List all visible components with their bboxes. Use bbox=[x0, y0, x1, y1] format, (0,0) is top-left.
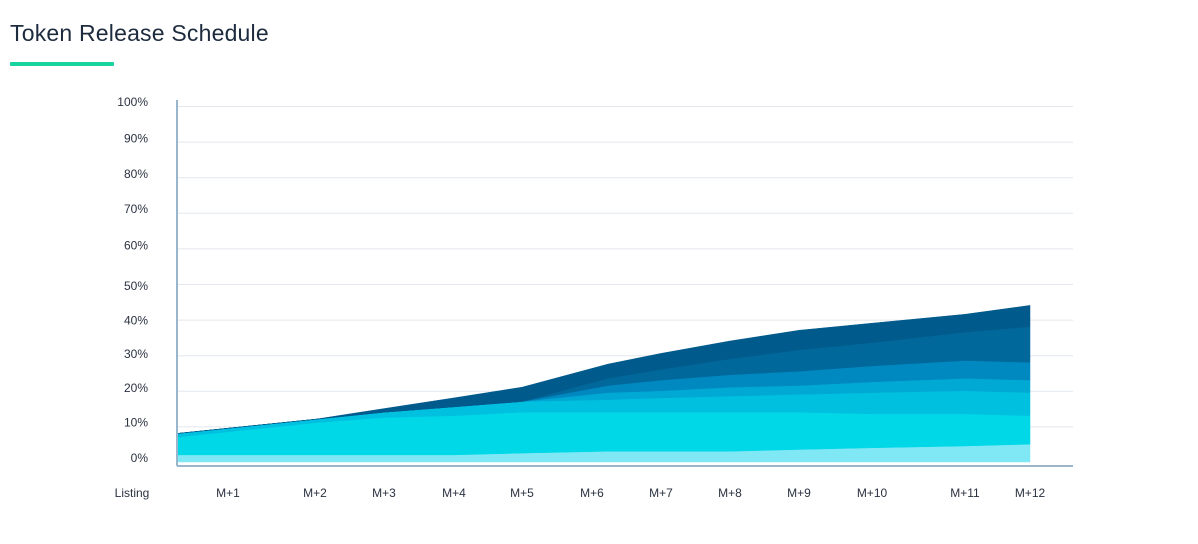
x-tick-label: M+3 bbox=[372, 486, 396, 500]
x-tick-label: M+1 bbox=[216, 486, 240, 500]
y-tick-label: 100% bbox=[117, 95, 148, 109]
area-layers bbox=[176, 305, 1031, 463]
chart-title: Token Release Schedule bbox=[10, 20, 269, 46]
y-tick-label: 70% bbox=[124, 202, 148, 216]
x-tick-label: M+7 bbox=[649, 486, 673, 500]
y-axis-labels: 0% 10% 20% 30% 40% 50% 60% 70% 80% 90% 100% bbox=[117, 95, 148, 465]
x-tick-label: M+11 bbox=[950, 486, 980, 500]
x-tick-label: M+5 bbox=[510, 486, 534, 500]
x-tick-label: Listing bbox=[115, 486, 150, 500]
x-axis-labels: Listing M+1 M+2 M+3 M+4 M+5 M+6 M+7 M+8 M+9 M+10 M+… bbox=[115, 486, 1046, 500]
x-tick-label: M+9 bbox=[787, 486, 811, 500]
y-tick-label: 50% bbox=[124, 279, 148, 293]
x-tick-label: M+10 bbox=[857, 486, 888, 500]
y-tick-label: 0% bbox=[131, 451, 149, 465]
title-underline bbox=[10, 62, 114, 66]
x-tick-label: M+4 bbox=[442, 486, 466, 500]
y-tick-label: 40% bbox=[124, 314, 148, 328]
y-tick-label: 30% bbox=[124, 347, 148, 361]
x-tick-label: M+6 bbox=[580, 486, 604, 500]
area-series-7 bbox=[176, 305, 1031, 434]
x-tick-label: M+12 bbox=[1015, 486, 1046, 500]
y-tick-label: 20% bbox=[124, 381, 148, 395]
y-tick-label: 80% bbox=[124, 167, 148, 181]
y-tick-label: 10% bbox=[124, 415, 148, 429]
y-tick-label: 90% bbox=[124, 132, 148, 146]
x-tick-label: M+8 bbox=[718, 486, 742, 500]
y-tick-label: 60% bbox=[124, 238, 148, 252]
x-tick-label: M+2 bbox=[303, 486, 327, 500]
